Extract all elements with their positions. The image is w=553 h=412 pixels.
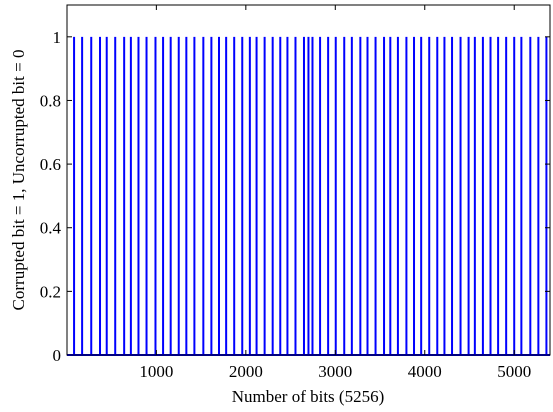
x-tick-label: 2000 — [229, 362, 263, 381]
x-tick-label: 4000 — [408, 362, 442, 381]
y-tick-label: 1 — [53, 28, 62, 47]
x-axis-label: Number of bits (5256) — [232, 387, 385, 406]
x-tick-label: 5000 — [497, 362, 531, 381]
y-tick-label: 0.6 — [40, 155, 61, 174]
y-tick-label: 0.4 — [40, 219, 62, 238]
x-tick-label: 1000 — [139, 362, 173, 381]
y-tick-label: 0.2 — [40, 282, 61, 301]
y-tick-label: 0.8 — [40, 91, 61, 110]
y-axis-label: Corrupted bit = 1, Uncorrupted bit = 0 — [9, 50, 28, 311]
x-tick-label: 3000 — [318, 362, 352, 381]
y-tick-label: 0 — [53, 346, 62, 365]
